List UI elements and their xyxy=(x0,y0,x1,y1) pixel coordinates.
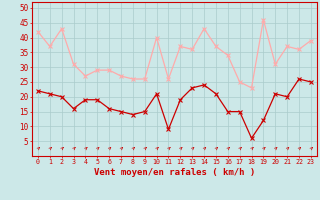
X-axis label: Vent moyen/en rafales ( km/h ): Vent moyen/en rafales ( km/h ) xyxy=(94,168,255,177)
